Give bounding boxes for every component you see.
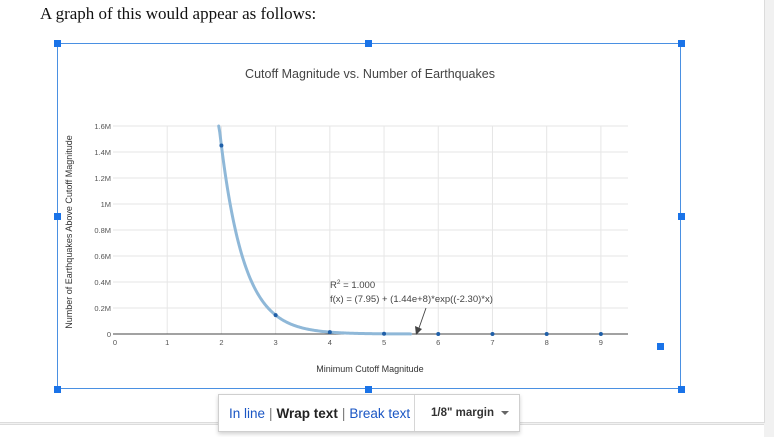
chart-corner-handle[interactable]: [657, 343, 664, 350]
fit-equation-annotation: f(x) = (7.95) + (1.44e+8)*exp((-2.30)*x): [330, 294, 493, 305]
x-tick-label: 2: [219, 338, 223, 347]
x-tick-label: 1: [165, 338, 169, 347]
image-options-toolbar: In line | Wrap text | Break text 1/8" ma…: [218, 394, 520, 432]
option-separator: |: [269, 405, 273, 421]
chevron-down-icon: [501, 411, 509, 415]
document-page: A graph of this would appear as follows:: [0, 0, 765, 423]
r-squared-symbol: R: [330, 280, 337, 291]
resize-handle-bottom-right[interactable]: [678, 386, 685, 393]
resize-handle-top[interactable]: [365, 40, 372, 47]
data-point: [490, 331, 495, 336]
data-point: [219, 143, 224, 148]
toolbar-divider: [414, 395, 416, 431]
y-tick-label: 0.6M: [94, 252, 111, 261]
data-point: [273, 313, 278, 318]
x-axis-label: Minimum Cutoff Magnitude: [316, 364, 423, 374]
resize-handle-bottom[interactable]: [365, 386, 372, 393]
x-tick-label: 9: [599, 338, 603, 347]
text-wrap-options: In line | Wrap text | Break text: [219, 406, 414, 421]
r-squared-superscript: 2: [337, 279, 341, 286]
x-tick-label: 6: [436, 338, 440, 347]
x-tick-label: 4: [328, 338, 332, 347]
resize-handle-right[interactable]: [678, 213, 685, 220]
x-tick-label: 8: [545, 338, 549, 347]
x-tick-label: 7: [490, 338, 494, 347]
y-tick-label: 1M: [101, 200, 111, 209]
chart[interactable]: Cutoff Magnitude vs. Number of Earthquak…: [58, 44, 680, 388]
r-squared-annotation: R2 = 1.000: [330, 279, 375, 291]
chart-grid: [113, 125, 628, 334]
resize-handle-top-left[interactable]: [54, 40, 61, 47]
chart-fit: [217, 124, 413, 336]
y-tick-label: 0.8M: [94, 226, 111, 235]
y-tick-label: 1.6M: [94, 122, 111, 131]
option-separator: |: [341, 405, 346, 421]
fit-curve: [217, 124, 413, 336]
r-squared-value: = 1.000: [341, 280, 376, 291]
y-tick-label: 1.4M: [94, 148, 111, 157]
chart-title: Cutoff Magnitude vs. Number of Earthquak…: [245, 67, 495, 81]
wrap-text-option[interactable]: Wrap text: [276, 405, 338, 421]
x-tick-label: 5: [382, 338, 386, 347]
in-line-option[interactable]: In line: [229, 405, 266, 421]
x-tick-label: 0: [113, 338, 117, 347]
annotation-arrowhead: [415, 326, 422, 335]
resize-handle-bottom-left[interactable]: [54, 386, 61, 393]
data-point: [327, 330, 332, 335]
y-tick-label: 0.4M: [94, 278, 111, 287]
data-point: [382, 331, 387, 336]
y-axis-label: Number of Earthquakes Above Cutoff Magni…: [64, 135, 74, 328]
resize-handle-left[interactable]: [54, 213, 61, 220]
chart-axes: 0 1 2 3 4 5 6 7 8 9 0 0.2M 0.4M 0.6M 0.8M 1M 1.2M 1.4M 1.6…: [94, 122, 628, 347]
resize-handle-top-right[interactable]: [678, 40, 685, 47]
data-point: [598, 331, 603, 336]
data-point: [544, 331, 549, 336]
y-tick-label: 0.2M: [94, 304, 111, 313]
y-tick-label: 0: [107, 330, 111, 339]
x-tick-label: 3: [274, 338, 278, 347]
margin-dropdown[interactable]: 1/8" margin: [415, 407, 519, 419]
break-text-option[interactable]: Break text: [349, 405, 411, 421]
data-point: [436, 331, 441, 336]
document-paragraph: A graph of this would appear as follows:: [40, 4, 317, 23]
margin-dropdown-value: 1/8" margin: [431, 407, 494, 419]
annotation-arrow: [418, 307, 427, 329]
y-tick-label: 1.2M: [94, 174, 111, 183]
chart-points: [219, 143, 603, 336]
